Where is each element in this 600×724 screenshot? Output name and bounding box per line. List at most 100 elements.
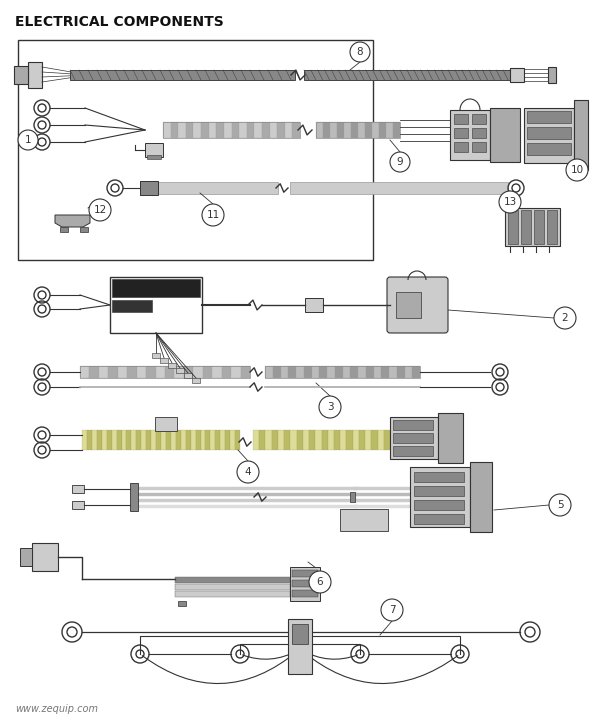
- Bar: [454, 114, 468, 124]
- Bar: [80, 366, 250, 378]
- Bar: [211, 430, 215, 450]
- Bar: [390, 417, 438, 459]
- Bar: [414, 500, 464, 510]
- Bar: [323, 122, 330, 138]
- Bar: [366, 366, 373, 378]
- Bar: [191, 430, 196, 450]
- Bar: [269, 122, 277, 138]
- Bar: [412, 366, 420, 378]
- Bar: [196, 430, 200, 450]
- Bar: [215, 430, 220, 450]
- Bar: [203, 366, 212, 378]
- Bar: [121, 430, 127, 450]
- Bar: [184, 366, 193, 378]
- Bar: [351, 122, 358, 138]
- Bar: [112, 300, 152, 312]
- Circle shape: [499, 191, 521, 213]
- Bar: [381, 366, 389, 378]
- Bar: [574, 100, 588, 170]
- Bar: [262, 122, 269, 138]
- Bar: [344, 122, 351, 138]
- Bar: [548, 67, 556, 83]
- Bar: [178, 122, 186, 138]
- Bar: [353, 430, 359, 450]
- Bar: [232, 122, 239, 138]
- Bar: [156, 430, 161, 450]
- Bar: [510, 68, 524, 82]
- Bar: [334, 430, 340, 450]
- Bar: [112, 430, 116, 450]
- Bar: [414, 486, 464, 496]
- Bar: [292, 122, 300, 138]
- Bar: [288, 619, 312, 674]
- Bar: [365, 122, 372, 138]
- Bar: [379, 122, 386, 138]
- Bar: [393, 420, 433, 430]
- Bar: [193, 366, 203, 378]
- Bar: [534, 210, 544, 244]
- Text: ELECTRICAL COMPONENTS: ELECTRICAL COMPONENTS: [15, 15, 224, 29]
- Bar: [160, 358, 168, 363]
- Bar: [335, 366, 343, 378]
- Bar: [152, 353, 160, 358]
- Text: 12: 12: [94, 205, 107, 215]
- Bar: [241, 366, 250, 378]
- Bar: [304, 366, 311, 378]
- Bar: [181, 430, 185, 450]
- Text: 4: 4: [245, 467, 251, 477]
- Bar: [259, 430, 265, 450]
- Bar: [340, 509, 388, 531]
- Bar: [201, 122, 209, 138]
- Bar: [60, 227, 68, 232]
- Bar: [151, 430, 156, 450]
- Bar: [547, 210, 557, 244]
- Bar: [155, 366, 165, 378]
- Bar: [184, 373, 192, 378]
- Bar: [254, 122, 262, 138]
- Bar: [102, 430, 107, 450]
- Bar: [404, 366, 412, 378]
- Bar: [296, 366, 304, 378]
- Bar: [247, 122, 254, 138]
- Text: 13: 13: [503, 197, 517, 207]
- Bar: [350, 492, 355, 502]
- Bar: [97, 430, 102, 450]
- Bar: [396, 292, 421, 318]
- Bar: [165, 366, 175, 378]
- Bar: [70, 70, 295, 80]
- Bar: [521, 210, 531, 244]
- Bar: [80, 227, 88, 232]
- Bar: [231, 366, 241, 378]
- Text: www.zequip.com: www.zequip.com: [15, 704, 98, 714]
- Bar: [72, 485, 84, 493]
- Circle shape: [309, 571, 331, 593]
- Bar: [185, 430, 191, 450]
- Bar: [358, 366, 366, 378]
- Bar: [319, 366, 327, 378]
- Bar: [377, 430, 384, 450]
- Circle shape: [18, 130, 38, 150]
- Bar: [193, 122, 201, 138]
- FancyBboxPatch shape: [387, 277, 448, 333]
- Bar: [112, 279, 200, 297]
- Polygon shape: [55, 215, 90, 227]
- Bar: [472, 142, 486, 152]
- Bar: [18, 40, 373, 260]
- Bar: [490, 108, 520, 162]
- Bar: [116, 430, 121, 450]
- Bar: [393, 446, 433, 456]
- Bar: [72, 501, 84, 509]
- Bar: [163, 122, 170, 138]
- Bar: [373, 366, 381, 378]
- Bar: [410, 467, 470, 527]
- Bar: [386, 122, 393, 138]
- Bar: [163, 122, 300, 138]
- Bar: [32, 543, 58, 571]
- Bar: [140, 181, 158, 195]
- Circle shape: [390, 152, 410, 172]
- Text: 6: 6: [317, 577, 323, 587]
- Bar: [87, 430, 92, 450]
- Bar: [316, 122, 323, 138]
- Bar: [292, 624, 308, 644]
- Bar: [155, 417, 177, 431]
